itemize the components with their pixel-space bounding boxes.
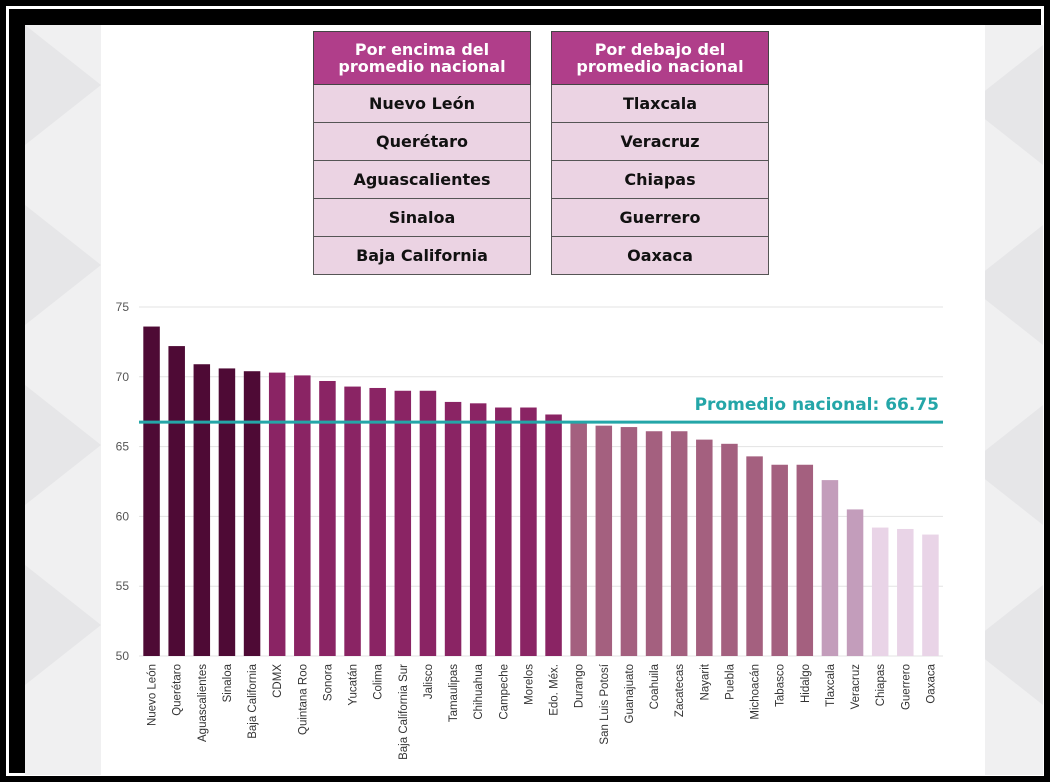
- bar: [193, 364, 211, 656]
- bar: [444, 401, 462, 656]
- bar: [570, 421, 587, 656]
- y-tick-label: 75: [116, 300, 130, 314]
- above-average-state: Sinaloa: [313, 198, 531, 237]
- x-tick-label: Tabasco: [775, 664, 787, 707]
- bar: [394, 390, 412, 656]
- x-tick-label: Tlaxcala: [825, 663, 837, 706]
- left-triangle-pattern: [25, 25, 101, 685]
- bar: [268, 372, 286, 656]
- slide-background: Por encima del promedio nacional Nuevo L…: [25, 25, 1043, 775]
- x-tick-label: Hidalgo: [800, 664, 812, 703]
- bar: [670, 431, 688, 656]
- above-average-state: Baja California: [313, 236, 531, 275]
- below-average-state: Tlaxcala: [551, 84, 769, 123]
- x-tick-label: Sonora: [322, 663, 334, 701]
- bar: [369, 387, 386, 656]
- x-tick-label: Baja California Sur: [398, 664, 410, 760]
- below-average-header: Por debajo del promedio nacional: [551, 31, 769, 85]
- x-tick-label: Puebla: [724, 663, 736, 699]
- x-tick-label: Durango: [574, 664, 586, 708]
- bar: [319, 380, 336, 656]
- bar: [168, 346, 185, 656]
- bar: [871, 527, 889, 656]
- bar: [545, 414, 562, 656]
- x-tick-label: Aguascalientes: [197, 664, 209, 742]
- x-tick-label: Jalisco: [423, 664, 435, 699]
- bar: [243, 371, 261, 656]
- y-tick-label: 50: [116, 649, 130, 663]
- x-tick-label: Chihuahua: [473, 663, 485, 719]
- above-average-state: Nuevo León: [313, 84, 531, 123]
- x-tick-label: Veracruz: [850, 664, 862, 710]
- x-tick-label: Querétaro: [172, 664, 184, 716]
- x-tick-label: Quintana Roo: [297, 664, 309, 735]
- y-tick-label: 70: [116, 370, 130, 384]
- national-average-label: Promedio nacional: 66.75: [695, 395, 939, 415]
- x-tick-label: CDMX: [272, 664, 284, 698]
- x-tick-label: Chiapas: [875, 664, 887, 706]
- below-average-state: Chiapas: [551, 160, 769, 199]
- x-tick-label: Guanajuato: [624, 664, 636, 723]
- x-tick-label: Colima: [373, 663, 385, 699]
- bar: [721, 443, 738, 656]
- y-tick-label: 65: [116, 440, 130, 454]
- bar: [419, 390, 437, 656]
- below-average-state: Oaxaca: [551, 236, 769, 275]
- below-average-state: Guerrero: [551, 198, 769, 237]
- bar: [520, 407, 537, 656]
- y-tick-label: 55: [116, 579, 130, 593]
- above-average-table: Por encima del promedio nacional Nuevo L…: [313, 31, 531, 275]
- bar: [746, 456, 763, 656]
- bar: [344, 386, 361, 656]
- bar: [595, 425, 613, 656]
- x-tick-label: Oaxaca: [925, 663, 937, 703]
- x-tick-label: Sinaloa: [222, 663, 234, 702]
- x-tick-label: Edo. Méx.: [549, 664, 561, 716]
- bar: [846, 509, 864, 656]
- bar: [771, 464, 788, 656]
- x-tick-label: Nuevo León: [147, 664, 159, 726]
- bar: [922, 534, 939, 656]
- bar: [143, 326, 160, 656]
- bar: [294, 375, 311, 656]
- x-tick-label: Morelos: [523, 664, 535, 705]
- x-tick-label: Tamaulipas: [448, 664, 460, 722]
- x-tick-label: Baja California: [247, 663, 259, 738]
- above-average-state: Aguascalientes: [313, 160, 531, 199]
- x-tick-label: Campeche: [498, 664, 510, 720]
- bar: [796, 464, 814, 656]
- bar: [645, 431, 663, 656]
- above-average-state: Querétaro: [313, 122, 531, 161]
- bar: [218, 368, 236, 656]
- y-tick-label: 60: [116, 509, 130, 523]
- bar: [897, 528, 914, 656]
- outer-frame: Por encima del promedio nacional Nuevo L…: [6, 6, 1044, 776]
- below-average-state: Veracruz: [551, 122, 769, 161]
- bar: [821, 480, 839, 656]
- bar: [469, 403, 487, 656]
- x-tick-label: Nayarit: [699, 663, 711, 700]
- above-average-header: Por encima del promedio nacional: [313, 31, 531, 85]
- x-tick-label: Yucatán: [348, 664, 360, 706]
- bar: [620, 427, 638, 656]
- x-tick-label: Michoacán: [750, 664, 762, 720]
- bar-chart: 50 55 60 65 70 75 Nuevo León Querétaro Aguascali…: [116, 300, 943, 760]
- x-tick-label: Guerrero: [900, 664, 912, 710]
- bar: [696, 439, 713, 656]
- below-average-table: Por debajo del promedio nacional Tlaxcal…: [551, 31, 769, 275]
- x-tick-label: Zacatecas: [674, 664, 686, 717]
- x-tick-label: Coahuila: [649, 663, 661, 709]
- bar: [495, 407, 512, 656]
- right-triangle-pattern: [967, 45, 1043, 705]
- x-tick-label: San Luis Potosí: [599, 663, 611, 744]
